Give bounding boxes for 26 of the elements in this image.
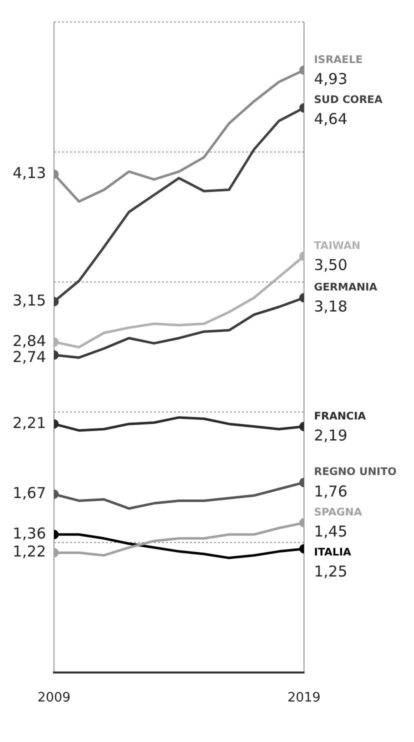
data-label: 2,19	[314, 426, 348, 444]
data-label: 4,64	[314, 110, 348, 128]
data-label: 3,15	[12, 292, 46, 310]
x-tick-label: 2019	[287, 690, 321, 706]
data-label: 2,21	[12, 414, 46, 432]
x-tick-label: 2009	[37, 690, 71, 706]
data-label: 2,84	[12, 332, 46, 350]
series-label: ISRAELE	[314, 54, 363, 66]
data-label: 3,50	[314, 256, 348, 274]
series-label: REGNO UNITO	[314, 466, 397, 478]
data-label: 3,18	[314, 298, 348, 316]
data-label: 2,74	[12, 348, 46, 366]
series-label: GERMANIA	[314, 282, 378, 294]
series-label: SPAGNA	[314, 506, 363, 519]
data-label: 1,45	[314, 522, 348, 541]
data-label: 1,67	[12, 484, 46, 502]
series-label: TAIWAN	[314, 240, 360, 252]
series-label: FRANCIA	[314, 410, 367, 422]
data-label: 4,13	[12, 164, 46, 182]
data-label: 1,36	[12, 524, 46, 542]
data-label: 1,76	[314, 482, 348, 500]
data-label: 4,93	[314, 70, 348, 88]
series-label: ITALIA	[314, 546, 352, 559]
data-label: 1,25	[314, 562, 348, 581]
data-label: 1,22	[12, 542, 46, 561]
series-label: SUD COREA	[314, 94, 384, 106]
